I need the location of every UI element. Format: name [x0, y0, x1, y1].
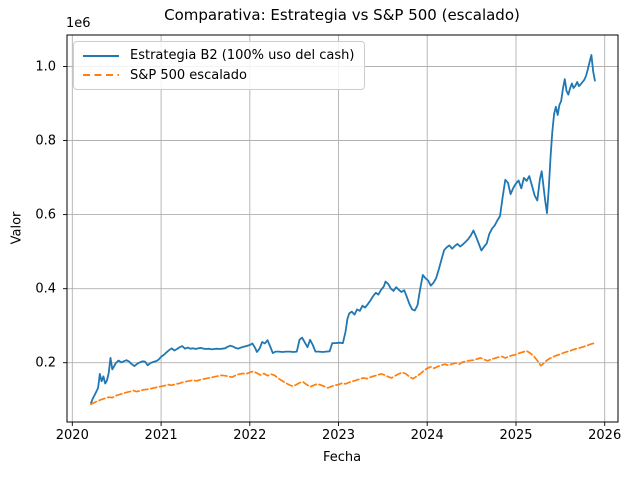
y-tick-label-0.4: 0.4	[35, 281, 56, 297]
x-tick-label-2022: 2022	[233, 428, 267, 443]
legend-dashed-line-icon	[83, 74, 119, 77]
legend-item-estrategia: Estrategia B2 (100% uso del cash)	[82, 48, 356, 63]
y-tick-label-0.8: 0.8	[35, 133, 56, 148]
legend-label-sp500: S&P 500 escalado	[130, 67, 247, 83]
y-tick-label-0.2: 0.2	[35, 355, 56, 371]
series-line-estrategia-b2	[90, 54, 596, 405]
x-tick-label-2024: 2024	[410, 428, 444, 443]
chart-title: Comparativa: Estrategia vs S&P 500 (esca…	[164, 6, 520, 24]
x-tick-label-2020: 2020	[55, 428, 89, 443]
legend-item-sp500: S&P 500 escalado	[82, 68, 356, 83]
x-axis-label: Fecha	[322, 450, 362, 465]
x-tick-label-2023: 2023	[321, 428, 356, 443]
axes-frame	[66, 34, 619, 423]
legend: Estrategia B2 (100% uso del cash) S&P 50…	[73, 41, 365, 90]
legend-label-estrategia: Estrategia B2 (100% uso del cash)	[130, 48, 355, 64]
y-axis-offset-label: 1e6	[66, 16, 91, 31]
y-tick-label-0.6: 0.6	[35, 207, 56, 223]
y-tick-label-1.0: 1.0	[35, 59, 56, 74]
x-tick-label-2025: 2025	[499, 428, 533, 443]
legend-solid-line-icon	[83, 54, 119, 57]
x-tick-label-2026: 2026	[588, 428, 622, 443]
series-line-sp500	[90, 342, 596, 406]
x-tick-label-2021: 2021	[144, 428, 178, 443]
